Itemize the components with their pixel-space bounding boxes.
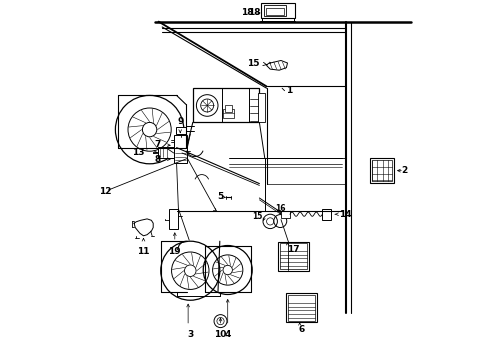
Text: 19: 19 xyxy=(169,247,181,256)
Text: 4: 4 xyxy=(224,330,231,339)
Bar xyxy=(176,127,186,134)
Bar xyxy=(370,158,393,183)
Bar xyxy=(193,88,259,122)
Bar xyxy=(261,3,295,18)
Text: 6: 6 xyxy=(299,325,305,334)
Text: 3: 3 xyxy=(187,330,194,339)
Text: 16: 16 xyxy=(275,204,286,213)
Text: 17: 17 xyxy=(288,245,300,254)
Text: 10: 10 xyxy=(214,330,227,339)
Text: 7: 7 xyxy=(154,140,160,149)
Text: 18: 18 xyxy=(241,9,254,18)
Text: 13: 13 xyxy=(132,148,144,157)
Text: 12: 12 xyxy=(99,187,112,196)
Bar xyxy=(266,8,284,15)
Text: 18: 18 xyxy=(248,9,261,18)
Bar xyxy=(278,242,309,271)
Text: 15: 15 xyxy=(247,59,259,68)
Text: 5: 5 xyxy=(217,192,223,201)
Text: 9: 9 xyxy=(177,117,183,126)
Bar xyxy=(258,93,265,122)
Bar xyxy=(174,135,187,163)
Text: 15: 15 xyxy=(252,212,262,221)
Text: 8: 8 xyxy=(154,155,160,163)
Bar xyxy=(158,147,175,158)
Bar xyxy=(281,211,290,218)
Bar xyxy=(322,209,331,220)
Bar xyxy=(288,295,315,321)
Bar xyxy=(225,105,232,112)
Text: 14: 14 xyxy=(339,210,352,219)
Bar xyxy=(223,109,234,118)
Bar xyxy=(280,243,307,269)
Text: 1: 1 xyxy=(286,86,292,95)
Bar xyxy=(170,209,178,229)
Bar xyxy=(264,5,286,16)
Text: 2: 2 xyxy=(401,166,407,175)
Bar xyxy=(286,293,317,322)
Bar xyxy=(372,160,392,181)
Text: 11: 11 xyxy=(137,247,150,256)
